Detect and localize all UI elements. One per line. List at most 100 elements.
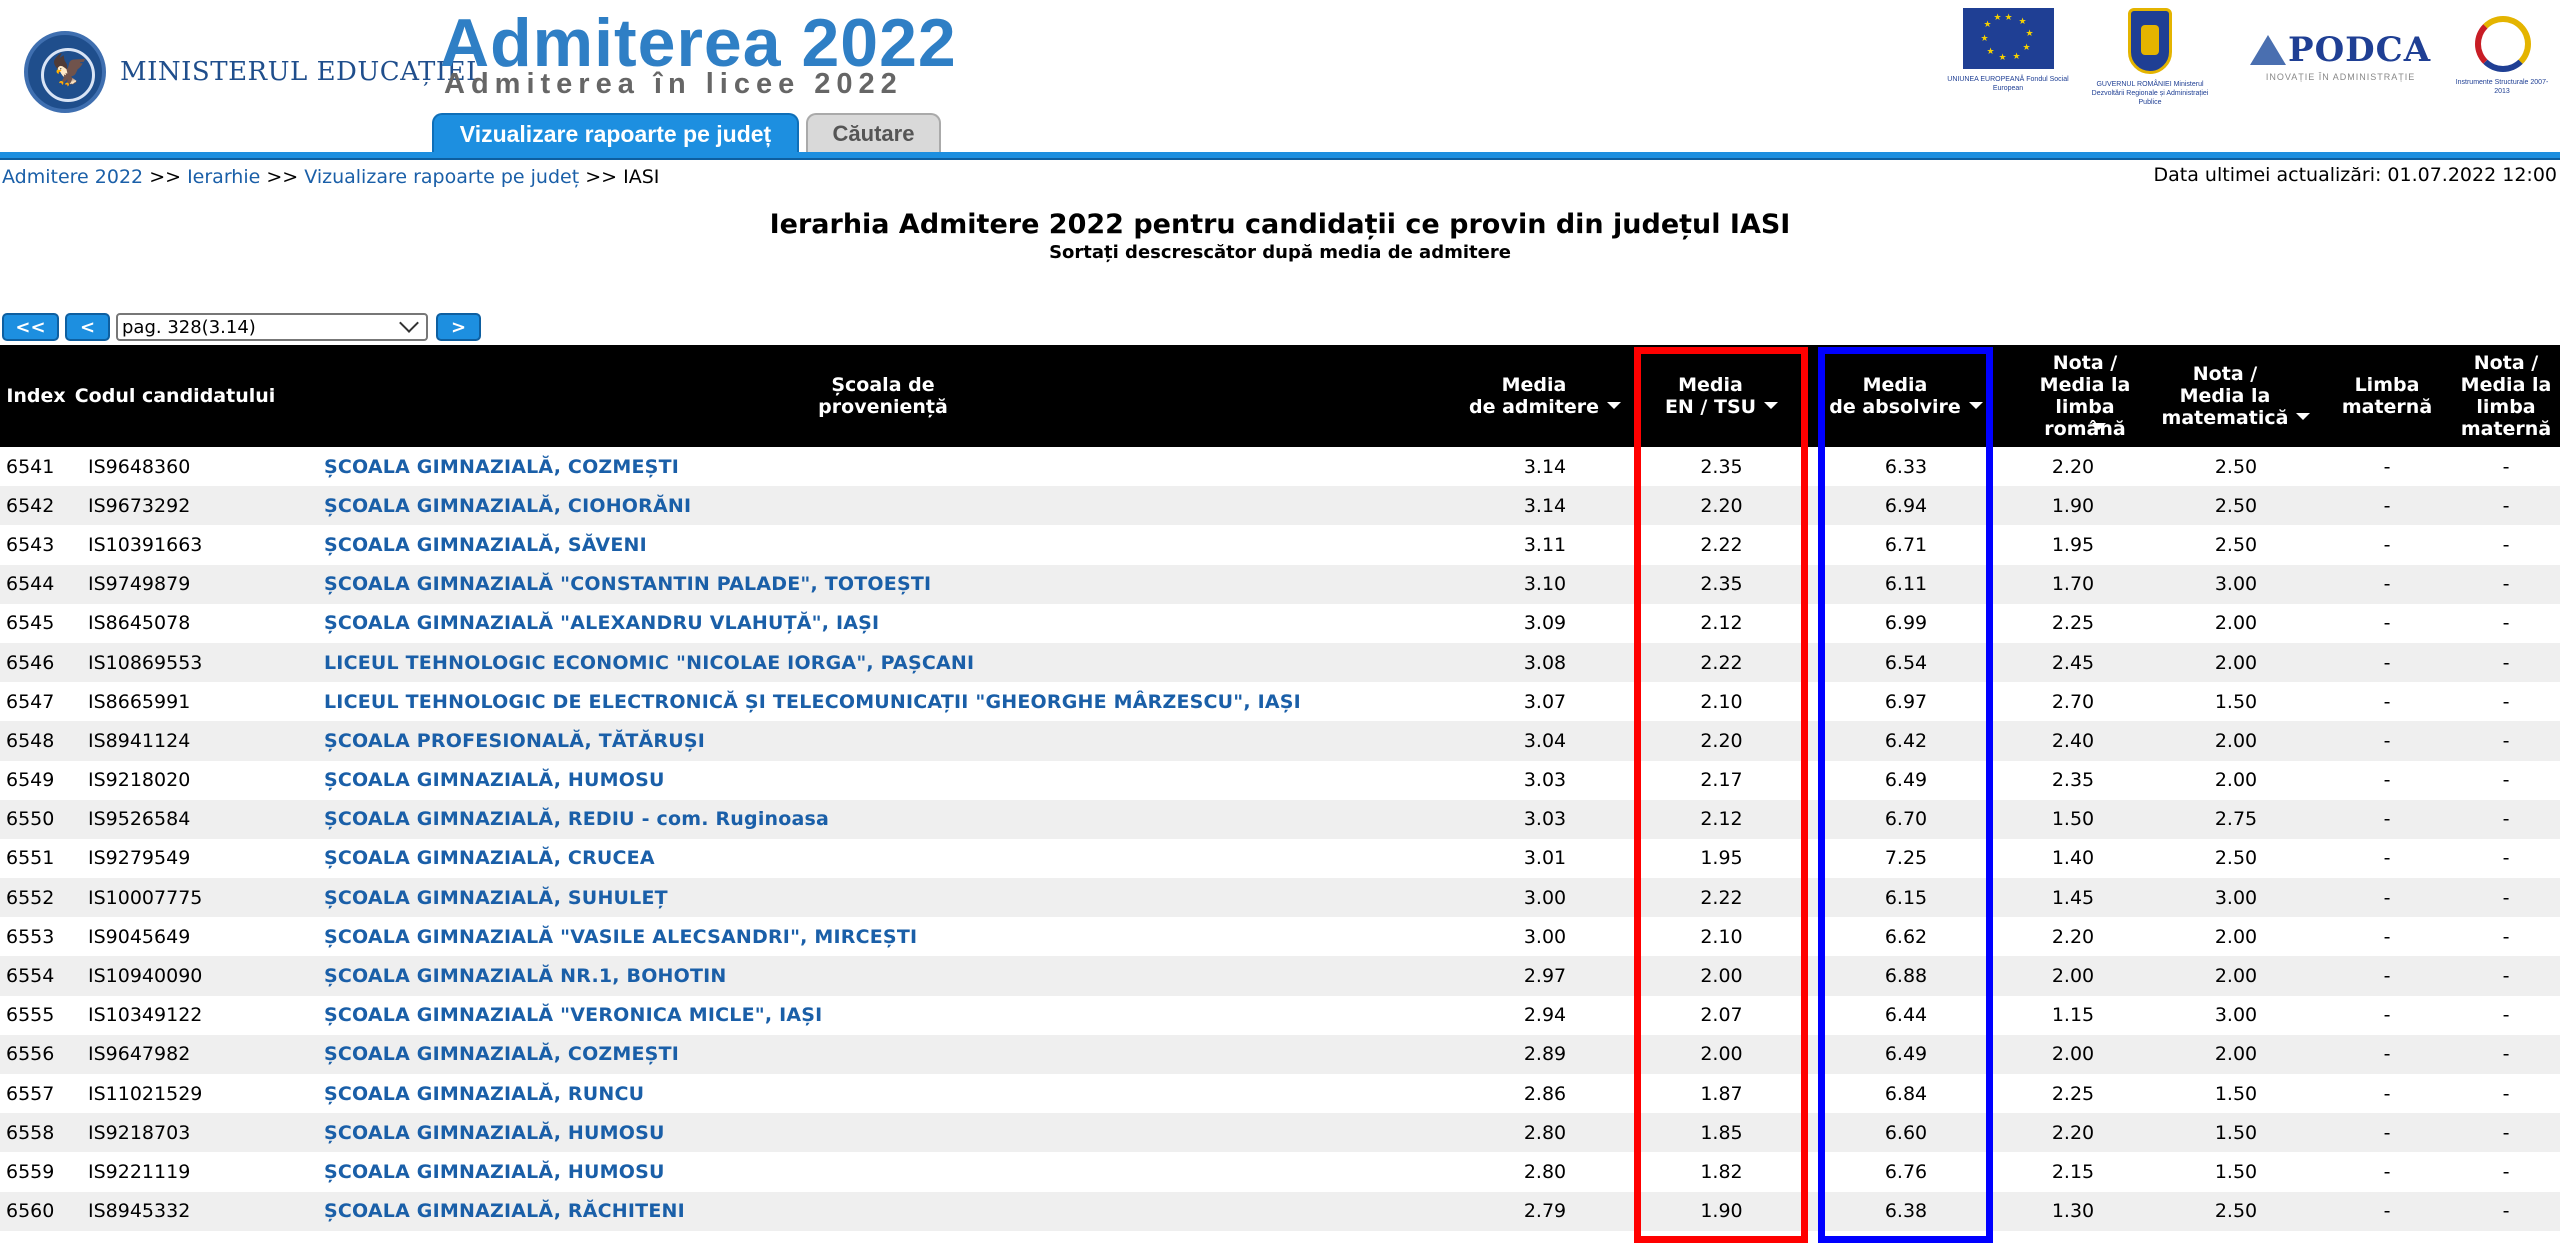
cell-nota-limba-materna: - — [2502, 612, 2510, 635]
cell-romana: 2.25 — [2051, 1082, 2095, 1105]
sort-caret-icon — [2092, 422, 2107, 430]
cell-index: 6558 — [6, 1121, 55, 1144]
cell-en-tsu: 2.20 — [1700, 494, 1743, 517]
site-header: MINISTERUL EDUCAȚIEI Admiterea 2022 Admi… — [0, 0, 2560, 153]
cell-school[interactable]: ȘCOALA GIMNAZIALĂ, HUMOSU — [324, 769, 665, 792]
cell-index: 6553 — [6, 925, 55, 948]
breadcrumb-county-reports[interactable]: Vizualizare rapoarte pe județ — [304, 166, 580, 188]
cell-en-tsu: 1.90 — [1700, 1200, 1743, 1223]
cell-school[interactable]: LICEUL TEHNOLOGIC ECONOMIC "NICOLAE IORG… — [324, 651, 975, 674]
cell-school[interactable]: ȘCOALA GIMNAZIALĂ, REDIU - com. Ruginoas… — [324, 808, 830, 831]
cell-code: IS8941124 — [88, 729, 191, 752]
cell-matematica: 3.00 — [2214, 886, 2258, 909]
cell-code: IS9045649 — [88, 925, 191, 948]
cell-school[interactable]: ȘCOALA GIMNAZIALĂ, SĂVENI — [324, 533, 647, 556]
cell-limba-materna: - — [2383, 1160, 2391, 1183]
cell-admission: 2.80 — [1523, 1160, 1567, 1183]
col-header-matematica[interactable]: Nota / Media la matematică — [2150, 345, 2322, 447]
cell-matematica: 3.00 — [2214, 1004, 2258, 1027]
cell-school[interactable]: ȘCOALA PROFESIONALĂ, TĂTĂRUȘI — [324, 729, 706, 752]
tab-search[interactable]: Căutare — [806, 113, 941, 153]
cell-limba-materna: - — [2383, 533, 2391, 556]
cell-nota-limba-materna: - — [2502, 533, 2510, 556]
sort-caret-icon — [1968, 401, 1983, 409]
cell-absolvire: 6.38 — [1884, 1200, 1928, 1223]
cell-en-tsu: 2.12 — [1700, 612, 1743, 635]
cell-en-tsu: 2.22 — [1700, 651, 1743, 674]
table-row: 6550 IS9526584 ȘCOALA GIMNAZIALĂ, REDIU - … — [0, 799, 2560, 839]
cell-code: IS9749879 — [88, 573, 191, 596]
cell-absolvire: 6.15 — [1884, 886, 1928, 909]
cell-limba-materna: - — [2383, 965, 2391, 988]
cell-admission: 3.14 — [1523, 494, 1567, 517]
cell-code: IS10391663 — [88, 533, 203, 556]
cell-school[interactable]: ȘCOALA GIMNAZIALĂ, SUHULEȚ — [324, 886, 668, 909]
col-header-absolvire[interactable]: Media de absolvire — [1822, 345, 1990, 447]
cell-school[interactable]: ȘCOALA GIMNAZIALĂ, CRUCEA — [324, 847, 655, 870]
cell-nota-limba-materna: - — [2502, 1121, 2510, 1144]
cell-index: 6560 — [6, 1200, 55, 1223]
cell-limba-materna: - — [2383, 847, 2391, 870]
cell-school[interactable]: ȘCOALA GIMNAZIALĂ, HUMOSU — [324, 1121, 665, 1144]
cell-romana: 2.15 — [2051, 1160, 2095, 1183]
cell-absolvire: 6.62 — [1884, 925, 1928, 948]
cell-romana: 1.90 — [2051, 494, 2095, 517]
cell-school[interactable]: ȘCOALA GIMNAZIALĂ, RUNCU — [324, 1082, 645, 1105]
cell-school[interactable]: ȘCOALA GIMNAZIALĂ, CIOHORĂNI — [324, 494, 692, 517]
cell-absolvire: 6.60 — [1884, 1121, 1928, 1144]
col-header-admission[interactable]: Media de admitere — [1460, 345, 1630, 447]
cell-school[interactable]: ȘCOALA GIMNAZIALĂ NR.1, BOHOTIN — [324, 965, 727, 988]
cell-limba-materna: - — [2383, 573, 2391, 596]
cell-school[interactable]: ȘCOALA GIMNAZIALĂ "VASILE ALECSANDRI", M… — [324, 925, 918, 948]
cell-admission: 3.03 — [1523, 808, 1567, 831]
page-title: Ierarhia Admitere 2022 pentru candidații… — [769, 209, 1791, 240]
cell-school[interactable]: ȘCOALA GIMNAZIALĂ, HUMOSU — [324, 1160, 665, 1183]
cell-school[interactable]: ȘCOALA GIMNAZIALĂ, COZMEȘTI — [324, 1043, 679, 1066]
next-page-button[interactable]: > — [436, 313, 481, 341]
cell-en-tsu: 2.12 — [1700, 808, 1743, 831]
table-row: 6541 IS9648360 ȘCOALA GIMNAZIALĂ, COZMEȘTI… — [0, 447, 2560, 486]
ministry-logo[interactable]: MINISTERUL EDUCAȚIEI — [24, 31, 477, 113]
cell-matematica: 2.00 — [2214, 925, 2258, 948]
ranking-table: Index Codul candidatului Școala de prove… — [0, 345, 2560, 1231]
cell-matematica: 2.00 — [2214, 1043, 2258, 1066]
cell-school[interactable]: ȘCOALA GIMNAZIALĂ "VERONICA MICLE", IAȘI — [324, 1004, 823, 1027]
col-header-en-tsu[interactable]: Media EN / TSU — [1640, 345, 1803, 447]
podca-subtitle: INOVAȚIE ÎN ADMINISTRAȚIE — [2265, 72, 2416, 82]
table-row: 6553 IS9045649 ȘCOALA GIMNAZIALĂ "VASILE A… — [0, 917, 2560, 956]
previous-page-button[interactable]: < — [65, 313, 110, 341]
cell-school[interactable]: ȘCOALA GIMNAZIALĂ, COZMEȘTI — [324, 455, 679, 478]
cell-absolvire: 6.49 — [1884, 1043, 1928, 1066]
cell-limba-materna: - — [2383, 690, 2391, 713]
breadcrumb-ierarhie[interactable]: Ierarhie — [187, 166, 261, 188]
cell-nota-limba-materna: - — [2502, 808, 2510, 831]
cell-nota-limba-materna: - — [2502, 1200, 2510, 1223]
first-page-button[interactable]: << — [2, 313, 59, 341]
tab-county-reports[interactable]: Vizualizare rapoarte pe județ — [432, 113, 799, 153]
table-row: 6549 IS9218020 ȘCOALA GIMNAZIALĂ, HUMOSU 3.… — [0, 761, 2560, 800]
table-header: Index Codul candidatului Școala de prove… — [0, 345, 2560, 447]
pager: << < pag. 328(3.14) > — [2, 312, 487, 342]
table-row: 6548 IS8941124 ȘCOALA PROFESIONALĂ, TĂTĂRU… — [0, 721, 2560, 761]
cell-absolvire: 6.99 — [1884, 612, 1928, 635]
cell-romana: 2.00 — [2051, 965, 2095, 988]
cell-code: IS9279549 — [88, 847, 191, 870]
col-header-romana[interactable]: Nota / Media la limba română — [2039, 352, 2131, 440]
cell-admission: 3.04 — [1523, 729, 1567, 752]
page-select[interactable]: pag. 328(3.14) — [116, 313, 428, 341]
cell-nota-limba-materna: - — [2502, 925, 2510, 948]
cell-school[interactable]: ȘCOALA GIMNAZIALĂ "CONSTANTIN PALADE", T… — [324, 573, 932, 596]
cell-limba-materna: - — [2383, 886, 2391, 909]
sort-caret-icon — [1764, 401, 1779, 409]
table-row: 6558 IS9218703 ȘCOALA GIMNAZIALĂ, HUMOSU 2.… — [0, 1113, 2560, 1153]
brand-title[interactable]: Admiterea 2022 — [440, 5, 957, 81]
cell-admission: 3.07 — [1523, 690, 1567, 713]
cell-code: IS10007775 — [88, 886, 203, 909]
cell-school[interactable]: ȘCOALA GIMNAZIALĂ "ALEXANDRU VLAHUȚĂ", I… — [324, 612, 880, 635]
cell-admission: 2.94 — [1523, 1004, 1567, 1027]
cell-school[interactable]: LICEUL TEHNOLOGIC DE ELECTRONICĂ ȘI TELE… — [324, 690, 1301, 713]
cell-index: 6548 — [6, 729, 55, 752]
cell-nota-limba-materna: - — [2502, 847, 2510, 870]
breadcrumb-admitere[interactable]: Admitere 2022 — [2, 166, 144, 188]
cell-school[interactable]: ȘCOALA GIMNAZIALĂ, RĂCHITENI — [324, 1200, 685, 1223]
